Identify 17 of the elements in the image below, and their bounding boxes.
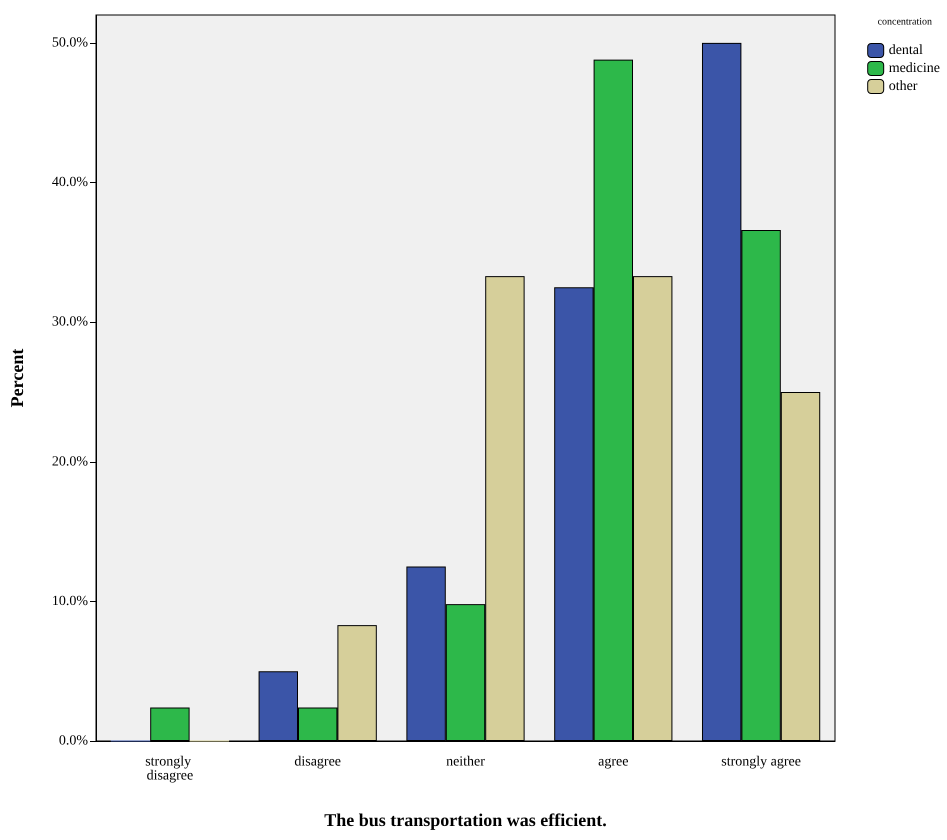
x-axis-title: The bus transportation was efficient. xyxy=(324,810,607,830)
x-tick-label: neither xyxy=(446,754,486,770)
y-tick-label: 30.0% xyxy=(52,314,88,330)
y-tick-label: 40.0% xyxy=(52,175,88,190)
legend-label: other xyxy=(888,79,918,94)
y-tick-label: 0.0% xyxy=(58,734,88,748)
x-tick-label: disagree xyxy=(294,754,342,770)
y-tick-label: 20.0% xyxy=(52,454,88,470)
x-tick-label: strongly agree xyxy=(721,754,801,770)
legend-label: dental xyxy=(888,43,924,58)
legend-title: concentration xyxy=(878,16,932,28)
x-tick-label: agree xyxy=(598,754,628,770)
y-axis-title: Percent xyxy=(7,348,27,408)
y-tick-label: 10.0% xyxy=(52,594,88,609)
legend-label: medicine xyxy=(888,61,940,76)
y-tick-label: 50.0% xyxy=(52,35,88,50)
x-tick-label: strongly disagree xyxy=(145,754,195,784)
